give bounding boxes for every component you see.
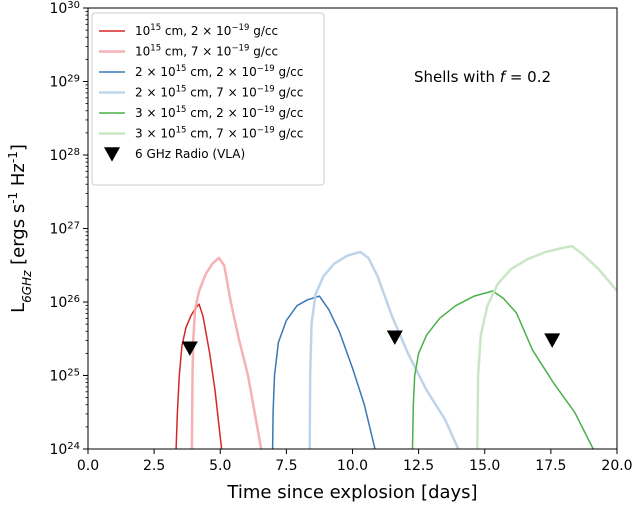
y-axis-title-sup2: -1 <box>6 151 20 163</box>
x-tick-label: 5.0 <box>209 458 231 474</box>
series-line-6 <box>476 244 617 449</box>
legend-label-1: 1015 cm, 2 × 10−19 g/cc <box>135 23 278 38</box>
series-line-2 <box>190 256 263 449</box>
radio-upper-limit-marker-1 <box>181 341 198 356</box>
y-axis-title-main: L <box>8 303 29 313</box>
y-tick-label: 1024 <box>49 441 80 459</box>
radio-upper-limit-marker-3 <box>544 333 561 348</box>
x-tick-label: 2.5 <box>143 458 165 474</box>
series-line-5 <box>411 290 594 449</box>
y-axis-title-rest: [ergs s <box>8 204 29 271</box>
y-tick-label: 1028 <box>49 147 80 165</box>
shells-annotation: Shells with f = 0.2 <box>414 68 551 86</box>
y-tick-label: 1025 <box>49 367 80 385</box>
y-tick-label: 1026 <box>49 294 80 312</box>
legend-label-4: 2 × 1015 cm, 7 × 10−19 g/cc <box>135 85 303 100</box>
legend-box <box>91 12 325 186</box>
y-axis-ticks: 1024 1025 1026 1027 1028 1029 1030 <box>49 0 88 458</box>
legend-label-3: 2 × 1015 cm, 2 × 10−19 g/cc <box>135 64 303 79</box>
annotation-suffix: = 0.2 <box>505 68 551 86</box>
radio-upper-limit-marker-2 <box>386 330 403 345</box>
x-tick-label: 15.0 <box>469 458 500 474</box>
y-axis-title-sup1: -1 <box>6 192 20 204</box>
series-layer <box>175 244 617 449</box>
x-tick-label: 20.0 <box>601 458 632 474</box>
y-axis-title-rest3: ] <box>8 144 29 151</box>
legend-label-2: 1015 cm, 7 × 10−19 g/cc <box>135 44 278 59</box>
legend-label-5: 3 × 1015 cm, 2 × 10−19 g/cc <box>135 105 303 120</box>
legend: 1015 cm, 2 × 10−19 g/cc 1015 cm, 7 × 10−1… <box>91 12 325 186</box>
x-tick-label: 7.5 <box>275 458 297 474</box>
annotation-var: f <box>500 68 508 86</box>
annotation-prefix: Shells with <box>414 68 500 86</box>
x-tick-label: 10.0 <box>337 458 368 474</box>
y-axis-title-sub: 6GHz <box>20 270 34 303</box>
x-tick-label: 17.5 <box>535 458 566 474</box>
legend-marker-swatch <box>104 147 120 162</box>
y-tick-label: 1027 <box>49 220 80 238</box>
series-line-1 <box>175 303 223 449</box>
x-tick-label: 0.0 <box>77 458 99 474</box>
legend-label-radio: 6 GHz Radio (VLA) <box>135 147 245 161</box>
series-line-4 <box>308 250 460 449</box>
x-tick-label: 12.5 <box>403 458 434 474</box>
marker-layer <box>181 330 561 356</box>
x-axis-title: Time since explosion [days] <box>226 482 477 503</box>
y-axis-title-rest2: Hz <box>8 163 29 192</box>
y-axis-title: L6GHz [ergs s-1 Hz-1] <box>6 144 34 313</box>
y-tick-label: 1029 <box>49 73 80 91</box>
x-axis-ticks: 0.0 2.5 5.0 7.5 10.0 12.5 15.0 17.5 20.0 <box>77 449 632 474</box>
y-tick-label: 1030 <box>49 0 80 17</box>
series-line-3 <box>271 295 376 449</box>
legend-label-6: 3 × 1015 cm, 7 × 10−19 g/cc <box>135 126 303 141</box>
